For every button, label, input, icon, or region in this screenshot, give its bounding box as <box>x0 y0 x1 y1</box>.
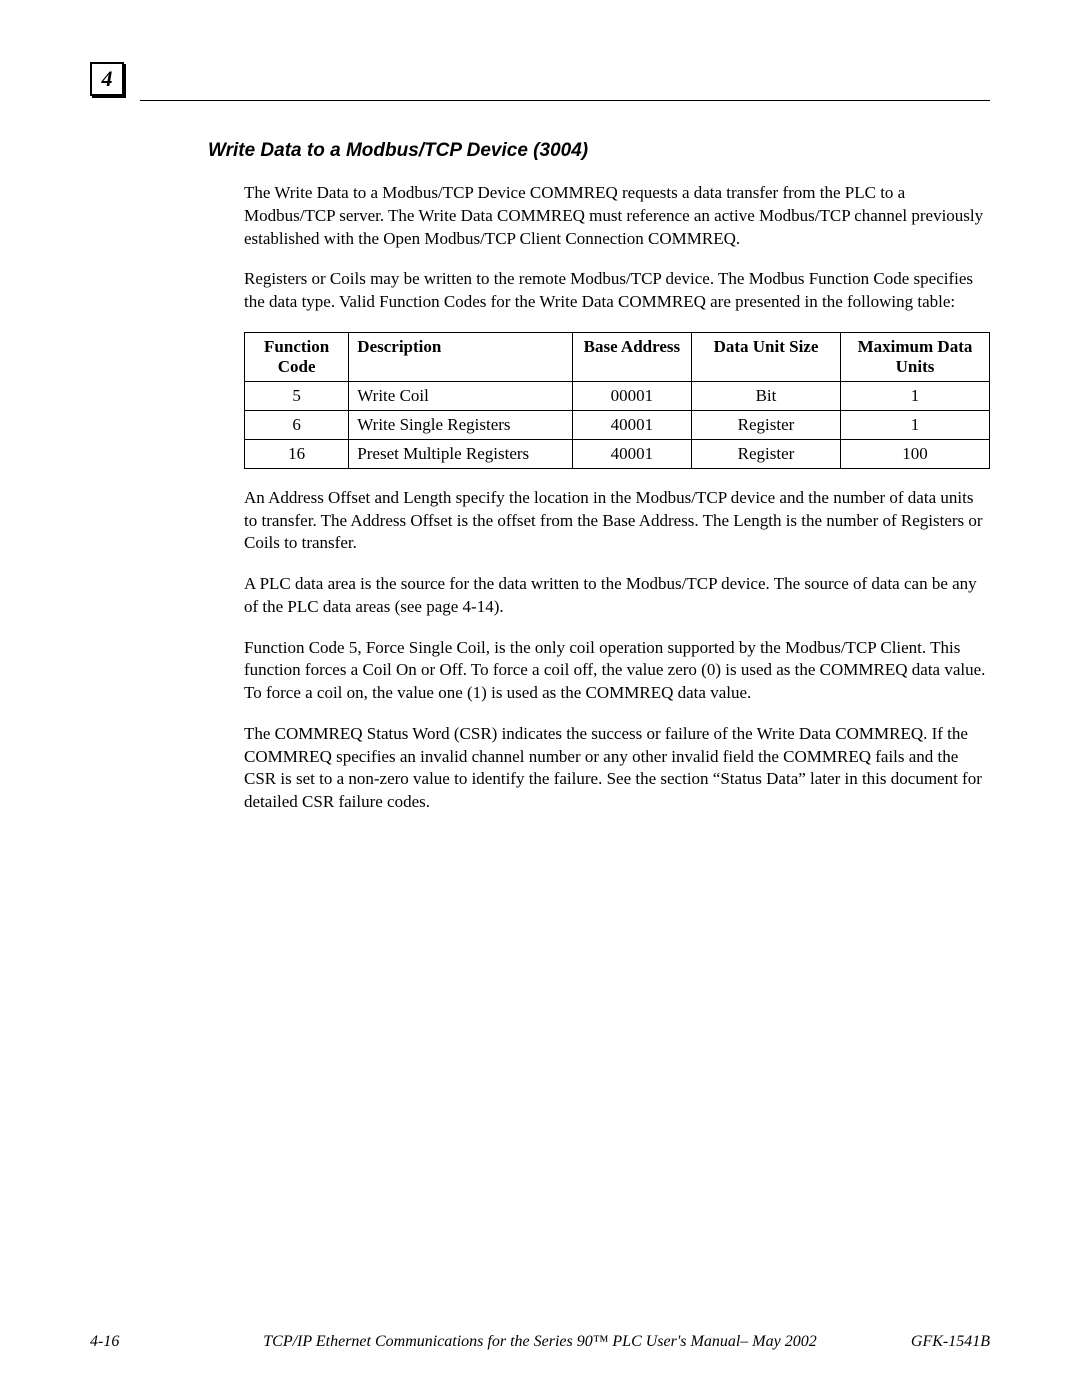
cell-code: 16 <box>245 439 349 468</box>
cell-max: 100 <box>840 439 989 468</box>
chapter-badge: 4 <box>90 62 124 96</box>
cell-unit: Bit <box>691 381 840 410</box>
cell-desc: Preset Multiple Registers <box>349 439 573 468</box>
table-row: 5 Write Coil 00001 Bit 1 <box>245 381 990 410</box>
function-code-table: Function Code Description Base Address D… <box>244 332 990 469</box>
footer-doc-id: GFK-1541B <box>911 1333 990 1351</box>
page-footer: 4-16 TCP/IP Ethernet Communications for … <box>90 1333 990 1351</box>
footer-doc-title: TCP/IP Ethernet Communications for the S… <box>90 1333 990 1351</box>
chapter-number: 4 <box>102 66 113 92</box>
cell-base: 40001 <box>572 410 691 439</box>
paragraph: A PLC data area is the source for the da… <box>244 573 990 619</box>
cell-desc: Write Coil <box>349 381 573 410</box>
paragraph: Function Code 5, Force Single Coil, is t… <box>244 637 990 705</box>
cell-desc: Write Single Registers <box>349 410 573 439</box>
cell-code: 5 <box>245 381 349 410</box>
cell-unit: Register <box>691 439 840 468</box>
paragraph: Registers or Coils may be written to the… <box>244 268 990 314</box>
table-row: 16 Preset Multiple Registers 40001 Regis… <box>245 439 990 468</box>
table-header-row: Function Code Description Base Address D… <box>245 332 990 381</box>
footer-page-number: 4-16 <box>90 1333 119 1351</box>
paragraph: The Write Data to a Modbus/TCP Device CO… <box>244 182 990 250</box>
cell-base: 00001 <box>572 381 691 410</box>
col-base-address: Base Address <box>572 332 691 381</box>
paragraph: The COMMREQ Status Word (CSR) indicates … <box>244 723 990 814</box>
section-heading: Write Data to a Modbus/TCP Device (3004) <box>208 140 990 162</box>
col-function-code: Function Code <box>245 332 349 381</box>
cell-max: 1 <box>840 410 989 439</box>
table-row: 6 Write Single Registers 40001 Register … <box>245 410 990 439</box>
col-max-data-units: Maximum Data Units <box>840 332 989 381</box>
col-description: Description <box>349 332 573 381</box>
cell-code: 6 <box>245 410 349 439</box>
header-rule <box>140 100 990 101</box>
paragraph: An Address Offset and Length specify the… <box>244 487 990 555</box>
col-data-unit-size: Data Unit Size <box>691 332 840 381</box>
page: 4 Write Data to a Modbus/TCP Device (300… <box>0 0 1080 1397</box>
cell-base: 40001 <box>572 439 691 468</box>
cell-unit: Register <box>691 410 840 439</box>
content: Write Data to a Modbus/TCP Device (3004)… <box>208 140 990 832</box>
cell-max: 1 <box>840 381 989 410</box>
